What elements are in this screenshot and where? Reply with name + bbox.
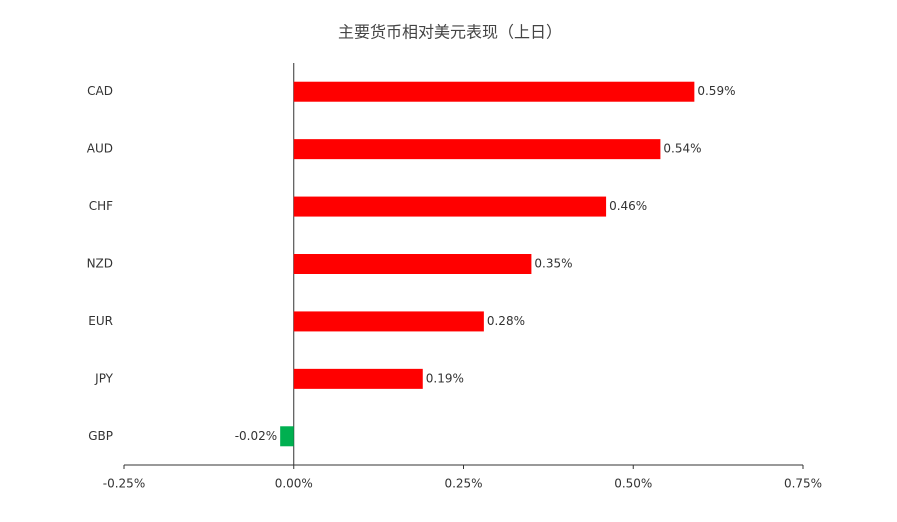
bar	[293, 368, 423, 389]
x-tick-label: 0.50%	[614, 477, 652, 491]
x-tick-label: -0.25%	[103, 477, 145, 491]
y-tick-label: CAD	[87, 84, 113, 98]
bar	[293, 81, 695, 102]
y-tick-label: NZD	[87, 257, 113, 271]
value-label: 0.28%	[487, 314, 525, 328]
x-tick-label: 0.75%	[784, 477, 822, 491]
bar	[293, 196, 607, 217]
value-label: -0.02%	[235, 429, 277, 443]
value-label: 0.35%	[534, 257, 572, 271]
y-tick-label: JPY	[94, 371, 114, 385]
bar	[293, 254, 532, 274]
x-tick-label: 0.00%	[275, 477, 313, 491]
value-label: 0.19%	[426, 371, 464, 385]
value-label: 0.59%	[697, 84, 735, 98]
y-tick-label: EUR	[88, 314, 113, 328]
bar	[293, 139, 661, 160]
bar	[293, 311, 484, 332]
value-label: 0.54%	[663, 142, 701, 156]
y-tick-label: CHF	[89, 199, 113, 213]
chart-title: 主要货币相对美元表现（上日）	[338, 23, 562, 42]
bar	[280, 426, 294, 447]
y-tick-label: GBP	[88, 429, 113, 443]
x-tick-label: 0.25%	[444, 477, 482, 491]
value-label: 0.46%	[609, 199, 647, 213]
y-tick-label: AUD	[87, 142, 113, 156]
